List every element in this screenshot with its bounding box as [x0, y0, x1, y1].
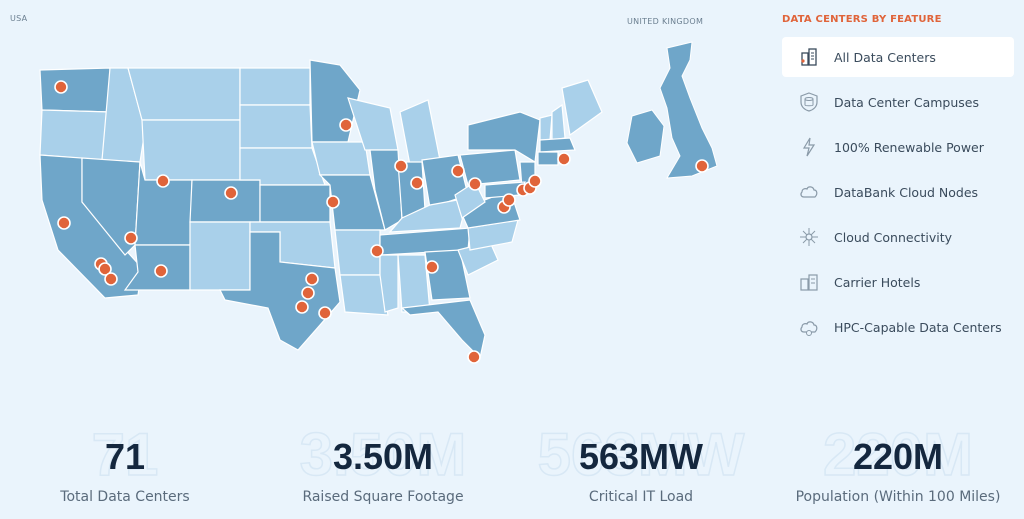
location-marker [98, 262, 112, 276]
stat-label: Population (Within 100 Miles) [795, 489, 1001, 505]
state-colorado [189, 179, 261, 223]
state-louisiana [339, 274, 389, 316]
state-massachusetts [539, 137, 576, 153]
feature-label: Carrier Hotels [834, 274, 921, 290]
stat-ghost-value: 563MW [537, 421, 745, 488]
state-alabama [397, 254, 431, 313]
stat-value: 563MW [578, 436, 704, 477]
location-marker [528, 174, 542, 188]
network-icon [800, 228, 818, 246]
state-nevada [81, 157, 141, 256]
location-marker [57, 216, 71, 230]
location-markers [54, 80, 571, 364]
location-marker [425, 260, 439, 274]
feature-label: DataBank Cloud Nodes [834, 184, 979, 200]
lightning-icon [802, 137, 816, 157]
feature-label: 100% Renewable Power [834, 139, 984, 155]
location-marker [502, 193, 516, 207]
location-marker [156, 174, 170, 188]
feature-item-cloud-connectivity[interactable]: Cloud Connectivity [782, 217, 1014, 257]
location-marker [301, 286, 315, 300]
state-north-dakota [239, 67, 311, 106]
location-marker [467, 350, 481, 364]
stat-value: 220M [852, 436, 944, 477]
uk-map-label: UNITED KINGDOM [627, 17, 704, 26]
feature-item-campuses[interactable]: Data Center Campuses [782, 82, 1014, 122]
location-marker [295, 300, 309, 314]
stat-label: Critical IT Load [588, 489, 694, 505]
feature-label: All Data Centers [834, 49, 936, 65]
state-nebraska [239, 147, 326, 186]
state-vermont [539, 114, 553, 141]
stat-ghost-value: 220M [822, 421, 974, 488]
feature-label: Data Center Campuses [834, 94, 980, 110]
state-mississippi [379, 254, 399, 313]
feature-item-all-data-centers[interactable]: All Data Centers [782, 37, 1014, 77]
state-michigan [399, 99, 441, 166]
state-wyoming [141, 119, 241, 181]
feature-item-hpc-capable[interactable]: HPC-Capable Data Centers [782, 307, 1014, 347]
state-texas [219, 231, 341, 351]
location-marker [695, 159, 709, 173]
stat-label: Raised Square Footage [302, 489, 464, 505]
feature-item-carrier-hotels[interactable]: Carrier Hotels [782, 262, 1014, 302]
stat-label: Total Data Centers [60, 489, 190, 505]
location-marker [451, 164, 465, 178]
location-marker [394, 159, 408, 173]
location-marker [124, 231, 138, 245]
state-south-dakota [239, 104, 313, 149]
stat-critical-it-load: 563MW 563MW Critical IT Load [526, 421, 756, 505]
stat-raised-square-footage: 3.50M 3.50M Raised Square Footage [268, 421, 498, 505]
location-marker [224, 186, 238, 200]
stat-total-data-centers: 71 71 Total Data Centers [10, 421, 240, 505]
stat-population: 220M 220M Population (Within 100 Miles) [783, 421, 1013, 505]
uk-great-britain [659, 41, 718, 179]
stat-value: 71 [104, 436, 146, 477]
state-connecticut [537, 151, 559, 166]
state-pennsylvania [459, 149, 521, 186]
stat-ghost-value: 3.50M [299, 421, 467, 488]
cloud-icon [800, 186, 818, 198]
hotel-icon [800, 274, 818, 291]
location-marker [468, 177, 482, 191]
location-marker [339, 118, 353, 132]
location-marker [154, 264, 168, 278]
uk-ireland [626, 109, 665, 164]
state-illinois [369, 149, 403, 231]
usa-map [39, 59, 603, 364]
uk-map [626, 41, 718, 179]
stat-ghost-value: 71 [91, 421, 159, 488]
state-new-mexico [189, 221, 251, 291]
feature-item-cloud-nodes[interactable]: DataBank Cloud Nodes [782, 172, 1014, 212]
cloud-gear-icon [800, 321, 818, 336]
location-marker [104, 272, 118, 286]
location-marker [305, 272, 319, 286]
feature-label: HPC-Capable Data Centers [834, 319, 1002, 335]
feature-item-renewable-power[interactable]: 100% Renewable Power [782, 127, 1014, 167]
location-marker [410, 176, 424, 190]
state-oregon [39, 109, 111, 161]
state-montana [127, 67, 241, 121]
shield-database-icon [800, 92, 818, 112]
feature-label: Cloud Connectivity [834, 229, 953, 245]
state-west-virginia [454, 181, 486, 219]
state-iowa [311, 141, 371, 176]
state-maine [561, 79, 603, 137]
feature-heading: DATA CENTERS BY FEATURE [782, 14, 942, 25]
location-marker [326, 195, 340, 209]
state-washington [39, 67, 111, 113]
state-kansas [259, 184, 331, 223]
feature-panel: DATA CENTERS BY FEATURE All Data Centers… [782, 10, 1014, 352]
stat-value: 3.50M [332, 436, 434, 477]
state-florida [400, 299, 486, 360]
location-marker [318, 306, 332, 320]
location-marker [54, 80, 68, 94]
location-marker [370, 244, 384, 258]
usa-map-label: USA [10, 14, 28, 23]
state-new-hampshire [551, 103, 566, 141]
location-marker [557, 152, 571, 166]
building-icon [801, 48, 817, 66]
